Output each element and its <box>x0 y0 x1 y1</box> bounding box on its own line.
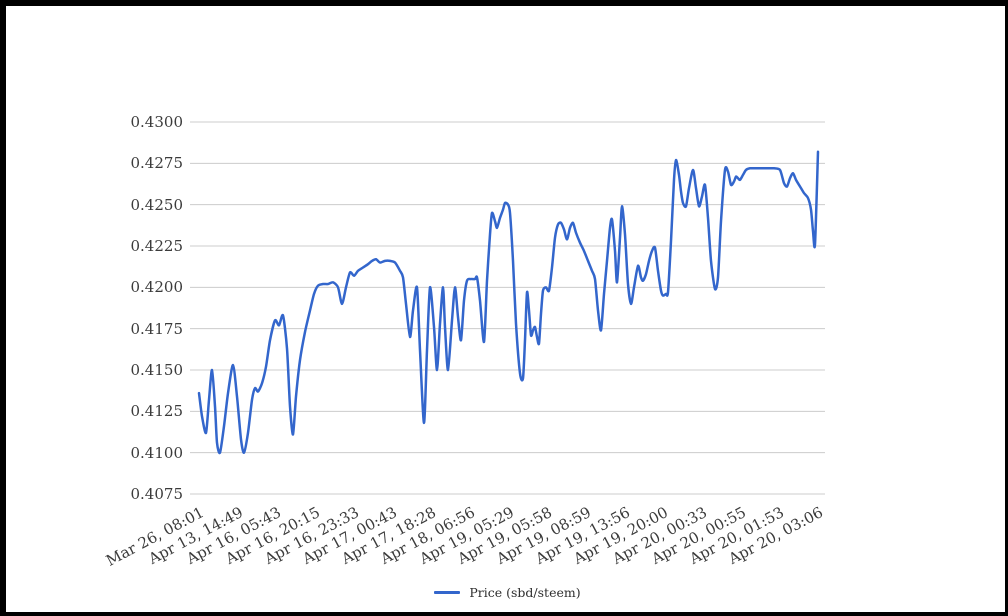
y-axis-tick-label: 0.4250 <box>130 195 184 214</box>
legend-line-swatch <box>434 590 461 594</box>
y-axis-tick-label: 0.4100 <box>130 443 184 462</box>
legend: Price (sbd/steem) <box>190 582 825 602</box>
y-axis-tick-label: 0.4225 <box>130 237 184 255</box>
price-series-line <box>197 150 820 455</box>
y-axis-tick-label: 0.4200 <box>130 278 184 297</box>
y-axis-tick-label: 0.4275 <box>130 154 184 173</box>
y-axis-tick-label: 0.4300 <box>130 113 184 131</box>
y-axis-tick-label: 0.4075 <box>130 485 184 503</box>
y-axis-tick-label: 0.4125 <box>130 402 184 421</box>
frame-border-right <box>1005 0 1008 616</box>
frame-border-bottom <box>0 612 1008 616</box>
y-axis-tick-label: 0.4150 <box>130 361 184 379</box>
y-axis-tick-label: 0.4175 <box>130 319 184 338</box>
frame-border-left <box>0 0 6 616</box>
frame-border-top <box>0 0 1008 6</box>
legend-label: Price (sbd/steem) <box>469 584 581 600</box>
